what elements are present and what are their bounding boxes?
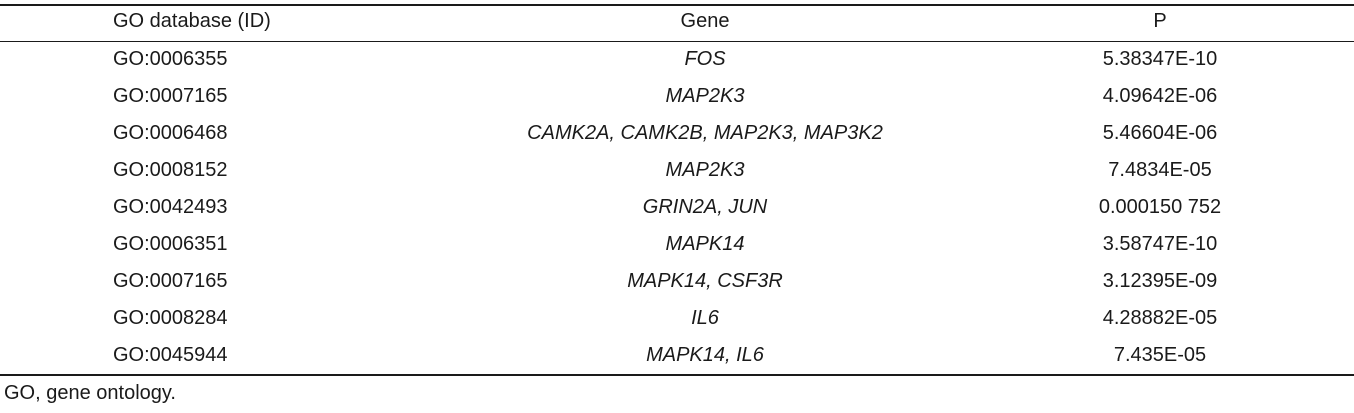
p-value: 7.435E-05 xyxy=(1113,344,1207,366)
p-value: 3.12395E-09 xyxy=(1102,270,1218,292)
go-id: GO:0006351 xyxy=(113,233,228,255)
p-value: 5.46604E-06 xyxy=(1102,122,1218,144)
top-rule xyxy=(0,4,1354,6)
go-id: GO:0008152 xyxy=(113,159,228,181)
p-value: 4.09642E-06 xyxy=(1102,85,1218,107)
go-id: GO:0042493 xyxy=(113,196,228,218)
gene: MAP2K3 xyxy=(665,159,745,181)
p-value: 4.28882E-05 xyxy=(1102,307,1218,329)
go-id: GO:0007165 xyxy=(113,85,228,107)
gene: MAPK14 xyxy=(665,233,745,255)
gene: MAPK14, CSF3R xyxy=(627,270,783,292)
go-id: GO:0006355 xyxy=(113,48,228,70)
gene: GRIN2A, JUN xyxy=(642,196,768,218)
footnote: GO, gene ontology. xyxy=(4,382,176,404)
gene: FOS xyxy=(684,48,726,70)
p-value: 5.38347E-10 xyxy=(1102,48,1218,70)
go-id: GO:0045944 xyxy=(113,344,228,366)
header-rule xyxy=(0,41,1354,42)
gene: IL6 xyxy=(691,307,719,329)
p-value: 0.000150 752 xyxy=(1098,196,1222,218)
gene: MAP2K3 xyxy=(665,85,745,107)
header-go-id: GO database (ID) xyxy=(113,10,271,32)
go-id: GO:0008284 xyxy=(113,307,228,329)
gene: MAPK14, IL6 xyxy=(646,344,764,366)
p-value: 7.4834E-05 xyxy=(1108,159,1212,181)
p-value: 3.58747E-10 xyxy=(1102,233,1218,255)
go-id: GO:0006468 xyxy=(113,122,228,144)
header-gene: Gene xyxy=(680,10,730,32)
gene: CAMK2A, CAMK2B, MAP2K3, MAP3K2 xyxy=(527,122,883,144)
go-id: GO:0007165 xyxy=(113,270,228,292)
bottom-rule xyxy=(0,374,1354,376)
header-p-value: P xyxy=(1153,10,1167,32)
